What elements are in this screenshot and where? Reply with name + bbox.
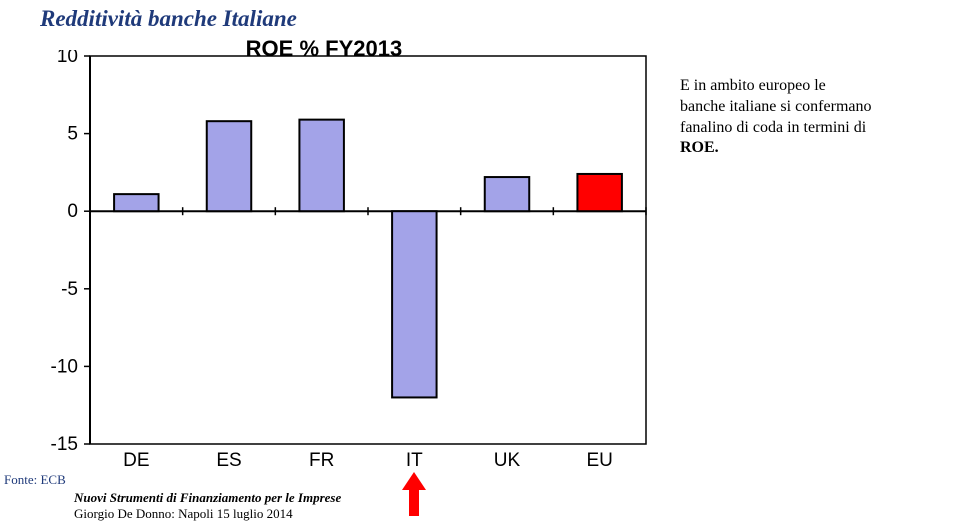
y-tick-label: 10 [57,50,78,67]
y-tick-label: 5 [67,124,78,145]
source-label: Fonte: ECB [4,472,66,488]
side-note: E in ambito europeo lebanche italiane si… [680,76,940,159]
y-tick-label: 0 [67,201,78,222]
bar-IT [392,211,436,397]
bar-DE [114,194,158,211]
bar-UK [485,177,529,211]
x-tick-label: FR [309,450,334,471]
footer-line1: Nuovi Strumenti di Finanziamento per le … [74,490,341,506]
x-tick-label: ES [216,450,241,471]
page-title: Redditività banche Italiane [40,6,297,32]
footer-line2: Giorgio De Donno: Napoli 15 luglio 2014 [74,506,341,522]
x-tick-label: IT [406,450,423,471]
bar-ES [207,121,251,211]
y-tick-label: -10 [51,356,78,377]
bar-chart: -15 -10 -5 0 5 10 DE ES FR IT UK EU [40,50,650,474]
chart-svg: -15 -10 -5 0 5 10 DE ES FR IT UK EU [40,50,650,474]
bar-EU [577,174,621,211]
x-tick-label: EU [586,450,612,471]
bar-FR [299,120,343,212]
y-tick-label: -5 [61,279,78,300]
x-tick-label: DE [123,450,149,471]
x-tick-label: UK [494,450,521,471]
footer: Nuovi Strumenti di Finanziamento per le … [74,490,341,522]
y-tick-label: -15 [51,434,78,455]
